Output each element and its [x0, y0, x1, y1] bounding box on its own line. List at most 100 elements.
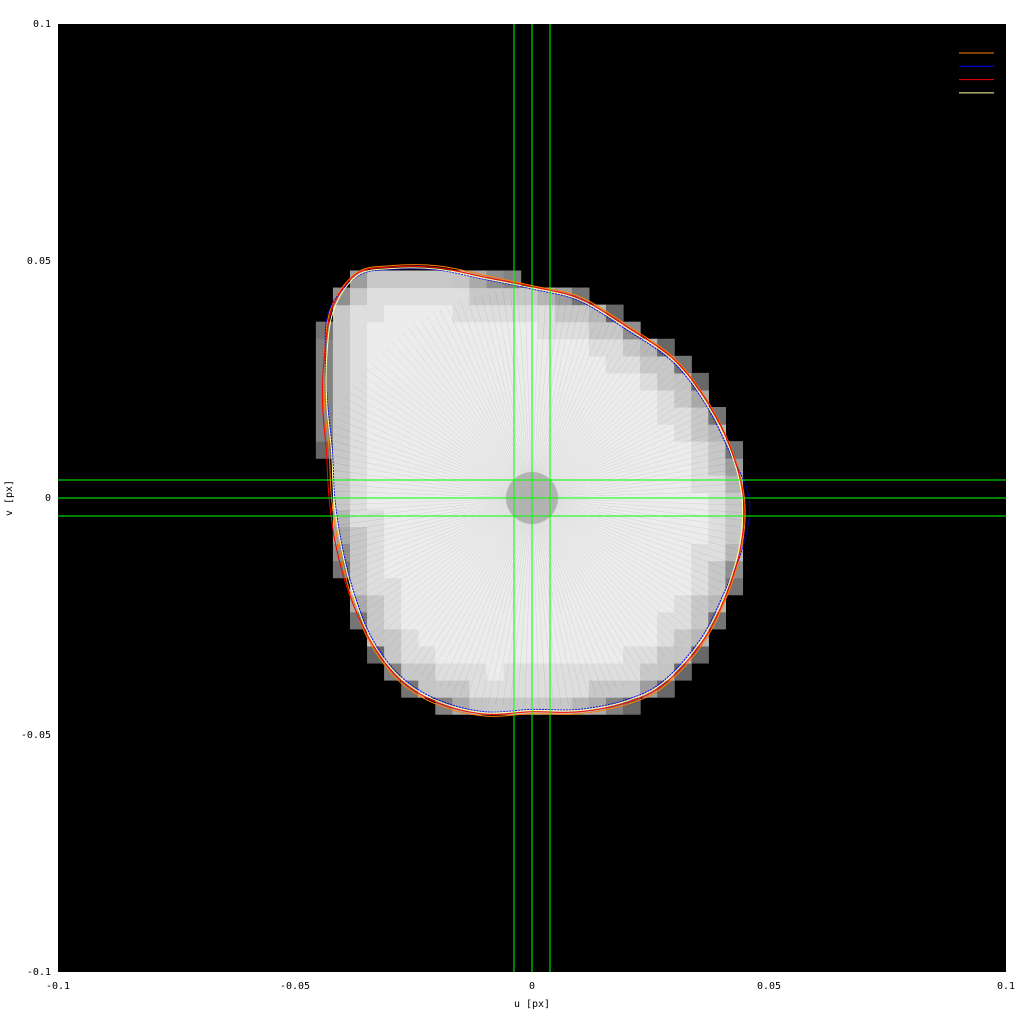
- heatmap-cell: [571, 645, 590, 664]
- heatmap-cell: [486, 526, 505, 545]
- heatmap-cell: [503, 560, 522, 579]
- heatmap-cell: [605, 577, 624, 596]
- heatmap-cell: [384, 372, 402, 391]
- heatmap-cell: [520, 424, 539, 442]
- heatmap-cell: [367, 560, 385, 579]
- heatmap-cell: [384, 509, 402, 528]
- heatmap-cell: [418, 304, 436, 323]
- heatmap-cell: [384, 645, 402, 664]
- heatmap-cell: [349, 458, 368, 476]
- heatmap-cell: [469, 389, 488, 408]
- heatmap-cell: [623, 424, 641, 442]
- heatmap-cell: [674, 355, 692, 374]
- heatmap-cell: [435, 372, 453, 391]
- heatmap-cell: [554, 321, 573, 340]
- heatmap-cell: [623, 645, 641, 664]
- heatmap-cell: [674, 543, 692, 562]
- heatmap-cell: [435, 680, 453, 698]
- heatmap-cell: [332, 372, 351, 391]
- heatmap-cell: [571, 577, 590, 596]
- heatmap-cell: [401, 355, 419, 374]
- heatmap-cell: [401, 645, 419, 664]
- heatmap-cell: [657, 338, 675, 357]
- heatmap-cell: [486, 304, 505, 323]
- heatmap-cell: [367, 355, 385, 374]
- heatmap-cell: [349, 389, 368, 408]
- heatmap-cell: [554, 543, 573, 562]
- heatmap-cell: [674, 628, 692, 647]
- heatmap-cell: [349, 492, 368, 510]
- heatmap-cell: [605, 424, 624, 442]
- heatmap-cell: [588, 560, 607, 579]
- heatmap-cell: [640, 458, 658, 476]
- heatmap-cell: [503, 355, 522, 374]
- heatmap-cell: [674, 526, 692, 545]
- heatmap-cell: [332, 543, 351, 562]
- heatmap-cell: [486, 680, 505, 698]
- heatmap-cell: [435, 287, 453, 306]
- heatmap-cell: [537, 526, 556, 545]
- heatmap-cell: [605, 594, 624, 613]
- heatmap-cell: [554, 458, 573, 476]
- heatmap-cell: [452, 304, 471, 323]
- heatmap-cell: [708, 458, 726, 476]
- heatmap-cell: [640, 526, 658, 545]
- heatmap-cell: [691, 492, 709, 510]
- heatmap-cell: [657, 475, 675, 493]
- heatmap-cell: [469, 526, 488, 545]
- heatmap-cell: [623, 543, 641, 562]
- heatmap-cell: [418, 458, 436, 476]
- heatmap-cell: [367, 492, 385, 510]
- heatmap-cell: [537, 338, 556, 357]
- heatmap-cell: [640, 509, 658, 528]
- y-axis-label: v [px]: [4, 480, 15, 516]
- heatmap-cell: [349, 372, 368, 391]
- heatmap-cell: [674, 492, 692, 510]
- heatmap-cell: [367, 372, 385, 391]
- heatmap-cell: [435, 611, 453, 630]
- heatmap-cell: [349, 304, 368, 323]
- heatmap-cell: [571, 509, 590, 528]
- y-tick-label: 0.05: [27, 256, 51, 267]
- heatmap-cell: [623, 338, 641, 357]
- heatmap-cell: [401, 321, 419, 340]
- heatmap-cell: [605, 680, 624, 698]
- heatmap-cell: [401, 594, 419, 613]
- heatmap-cell: [640, 441, 658, 459]
- x-tick-label: 0.1: [997, 981, 1015, 992]
- heatmap-cell: [401, 372, 419, 391]
- heatmap-cell: [537, 662, 556, 681]
- heatmap-cell: [640, 577, 658, 596]
- heatmap-cell: [486, 389, 505, 408]
- heatmap-cell: [401, 628, 419, 647]
- heatmap-cell: [367, 526, 385, 545]
- heatmap-cell: [691, 526, 709, 545]
- heatmap-cell: [384, 424, 402, 442]
- heatmap-cell: [435, 509, 453, 528]
- heatmap-cell: [640, 611, 658, 630]
- heatmap-cell: [486, 321, 505, 340]
- heatmap-cell: [640, 355, 658, 374]
- heatmap-cell: [640, 594, 658, 613]
- heatmap-cell: [503, 389, 522, 408]
- heatmap-cell: [520, 355, 539, 374]
- series-line-3: [321, 265, 745, 715]
- heatmap-cell: [605, 560, 624, 579]
- heatmap-cell: [486, 628, 505, 647]
- heatmap-cell: [367, 441, 385, 459]
- heatmap-cell: [401, 424, 419, 442]
- heatmap-cell: [418, 662, 436, 681]
- heatmap-cell: [520, 577, 539, 596]
- heatmap-cell: [674, 509, 692, 528]
- heatmap-cell: [418, 441, 436, 459]
- heatmap-cell: [401, 475, 419, 493]
- heatmap-cell: [725, 492, 744, 510]
- heatmap-cell: [435, 389, 453, 408]
- heatmap-cell: [623, 355, 641, 374]
- heatmap-cell: [674, 389, 692, 408]
- heatmap-cell: [401, 338, 419, 357]
- heatmap-cell: [367, 338, 385, 357]
- heatmap-cell: [674, 406, 692, 425]
- heatmap-cell: [503, 594, 522, 613]
- heatmap-cell: [571, 526, 590, 545]
